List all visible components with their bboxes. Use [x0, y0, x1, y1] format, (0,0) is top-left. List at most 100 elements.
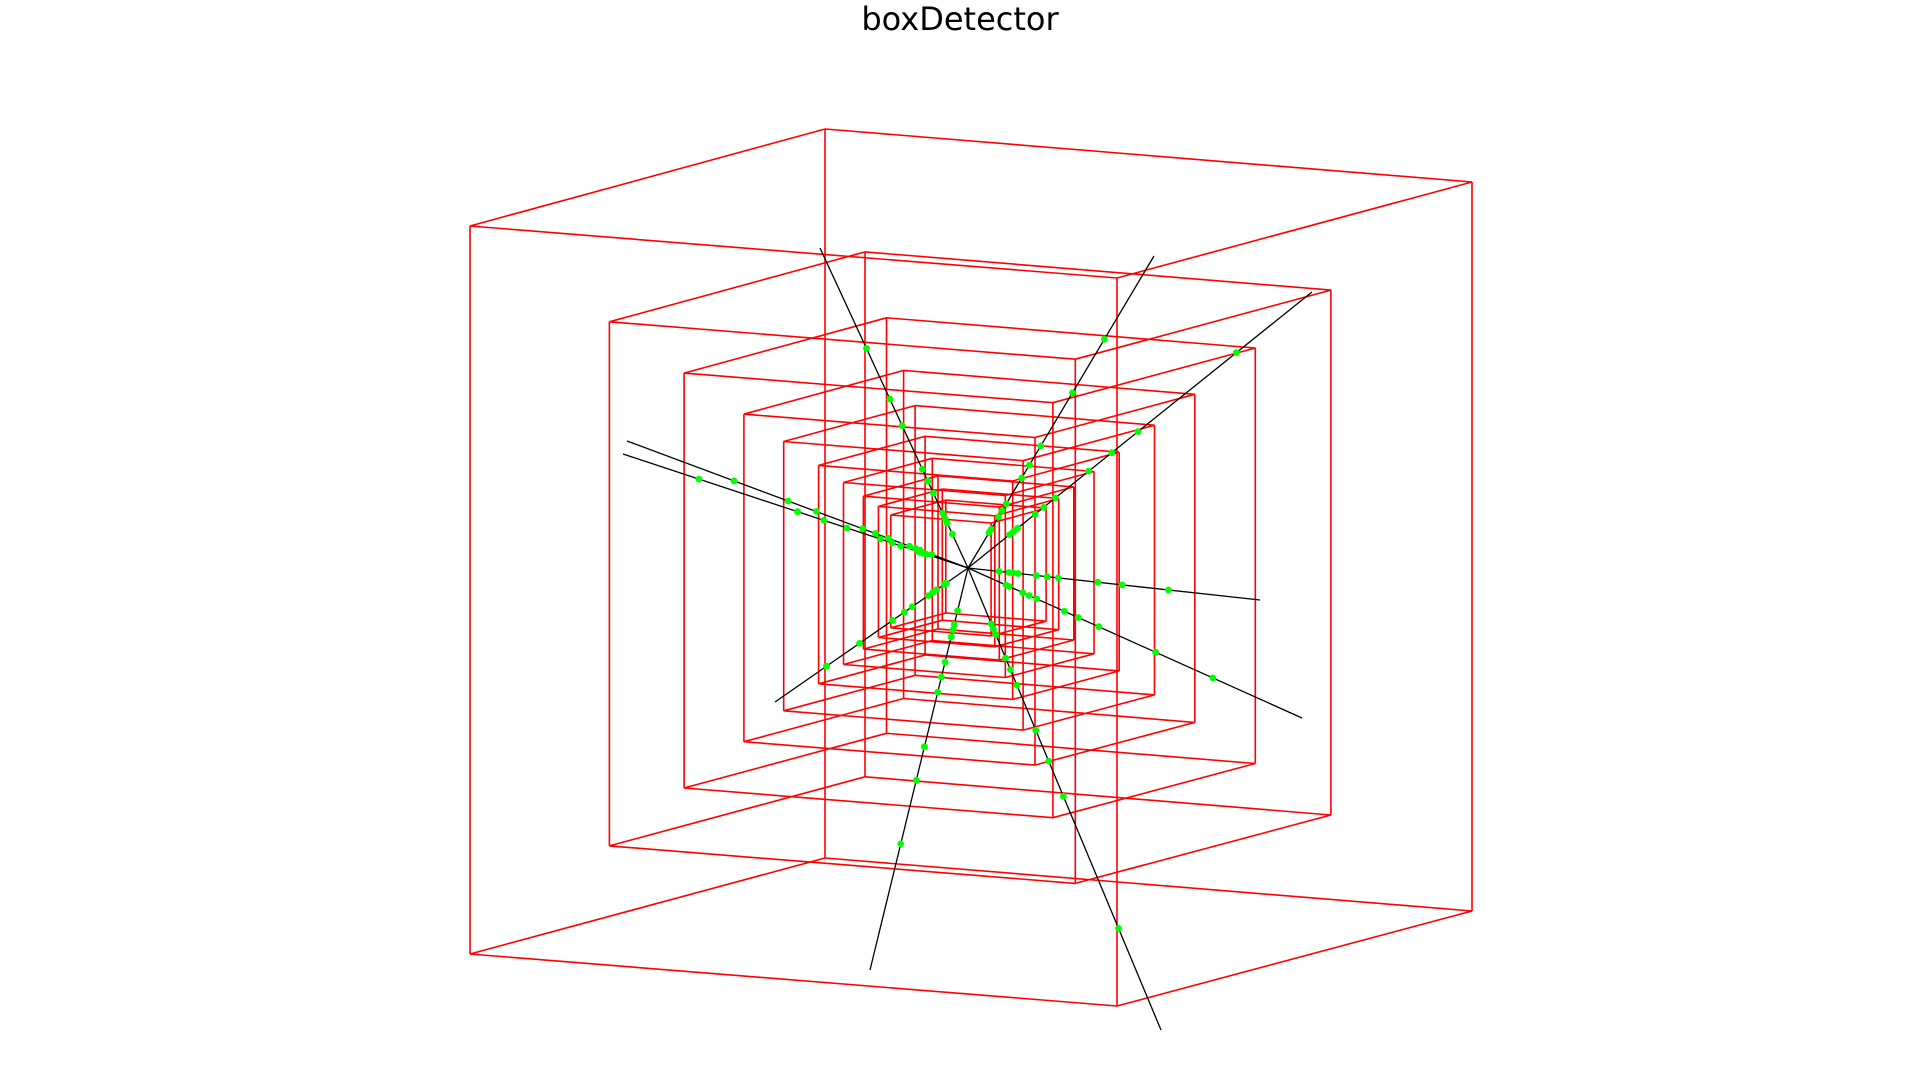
- box-edge: [783, 404, 916, 443]
- box-edge: [1116, 910, 1473, 1007]
- hit-point: [1074, 614, 1082, 621]
- box-edge: [937, 475, 1074, 488]
- box-edge: [1022, 424, 1155, 462]
- box-edge: [743, 413, 1036, 439]
- box-edge: [783, 674, 916, 712]
- hit-point: [813, 508, 820, 515]
- box-edge: [469, 128, 826, 227]
- hit-point: [948, 530, 956, 538]
- box-edge: [783, 440, 1024, 462]
- hit-point: [916, 546, 924, 554]
- hit-point: [1052, 494, 1059, 502]
- hit-point: [859, 525, 867, 533]
- hit-point: [900, 608, 908, 616]
- box-edge: [1075, 289, 1332, 360]
- box-edge: [864, 251, 1331, 291]
- box-edge: [945, 612, 1047, 622]
- hit-point: [1018, 474, 1026, 482]
- box-edge: [1034, 393, 1196, 439]
- hit-point: [1094, 578, 1102, 586]
- hit-point: [1134, 428, 1142, 435]
- detector-boxes: [469, 128, 1473, 1007]
- detector-box-3: [683, 317, 1257, 819]
- hit-point: [939, 509, 946, 517]
- box-edge: [915, 674, 1155, 696]
- hit-point: [1006, 531, 1013, 538]
- hit-point: [1118, 581, 1126, 589]
- hit-point: [695, 475, 703, 483]
- hit-point: [1005, 569, 1013, 576]
- hit-point: [995, 513, 1002, 521]
- hit-point: [872, 530, 879, 537]
- hit-point: [1007, 666, 1014, 673]
- track-hits: [695, 335, 1240, 932]
- box-edge: [886, 317, 1256, 349]
- hit-point: [877, 535, 884, 543]
- hit-point: [820, 517, 828, 524]
- hit-point: [1040, 503, 1048, 511]
- hit-point: [1069, 389, 1076, 397]
- hit-point: [995, 568, 1003, 575]
- box-edge: [932, 639, 1095, 655]
- box-edge: [886, 732, 1256, 765]
- hit-point: [1025, 592, 1033, 599]
- hit-point: [947, 633, 955, 641]
- hit-point: [933, 586, 940, 594]
- hit-point: [928, 551, 936, 558]
- box-edge: [890, 514, 992, 524]
- hit-point: [1101, 335, 1108, 343]
- hit-point: [1002, 581, 1010, 589]
- box-edge: [937, 628, 1074, 641]
- hit-point: [985, 529, 993, 536]
- box-edge: [1075, 814, 1332, 885]
- box-edge: [945, 499, 1047, 509]
- box-edge: [818, 654, 926, 685]
- hit-point: [1115, 925, 1122, 932]
- box-edge: [903, 697, 1195, 724]
- box-edge: [609, 776, 866, 847]
- box-edge: [783, 710, 1024, 731]
- hit-point: [1060, 792, 1067, 800]
- box-edge: [878, 636, 995, 648]
- box-edge: [743, 369, 904, 415]
- hit-point: [1165, 586, 1172, 594]
- hit-point: [1152, 648, 1159, 656]
- box-edge: [1005, 653, 1095, 679]
- box-edge: [684, 372, 1053, 404]
- hit-point: [730, 477, 738, 485]
- box-edge: [932, 457, 1095, 473]
- hit-point: [898, 422, 906, 430]
- box-edge: [1052, 347, 1256, 404]
- box-edge: [843, 481, 1006, 497]
- hit-point: [889, 617, 896, 624]
- detector-box-1: [469, 128, 1473, 1007]
- hit-point: [934, 688, 942, 696]
- hit-point: [943, 519, 951, 527]
- box-edge: [609, 321, 1076, 360]
- hit-point: [784, 497, 792, 505]
- hit-point: [1043, 573, 1051, 581]
- box-edge: [1034, 721, 1196, 766]
- box-edge: [990, 620, 1047, 637]
- hit-point: [1045, 757, 1053, 765]
- hit-point: [942, 579, 950, 587]
- hit-point: [1026, 461, 1033, 469]
- box-edge: [843, 457, 933, 484]
- box-edge: [469, 225, 1118, 279]
- particle-tracks: [622, 247, 1313, 1031]
- box-edge: [818, 464, 1013, 482]
- hit-point: [908, 603, 916, 611]
- box-edge: [942, 619, 1059, 631]
- hit-point: [941, 658, 949, 666]
- hit-point: [1013, 681, 1021, 689]
- hit-point: [1095, 623, 1103, 631]
- hit-point: [930, 489, 937, 497]
- detector-box-10: [889, 499, 1047, 637]
- hit-point: [1031, 510, 1039, 518]
- hit-point: [918, 465, 926, 473]
- hit-point: [921, 743, 928, 751]
- hit-point: [1002, 654, 1009, 662]
- hit-point: [922, 550, 930, 558]
- box-edge: [1052, 762, 1256, 819]
